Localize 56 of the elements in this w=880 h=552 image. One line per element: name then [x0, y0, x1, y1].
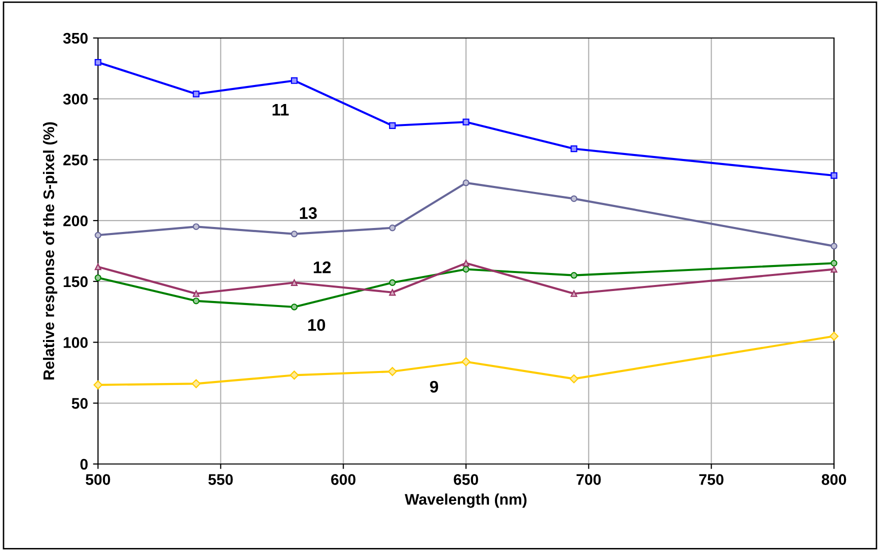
y-tick-label: 200 — [63, 215, 88, 226]
point — [94, 274, 102, 282]
point — [94, 380, 102, 390]
point — [192, 298, 200, 304]
y-axis-title: Relative response of the S-pixel (%) — [42, 122, 58, 380]
point — [290, 279, 298, 286]
point — [830, 266, 838, 273]
y-tick-label: 50 — [72, 398, 88, 409]
x-tick-label: 500 — [86, 474, 110, 485]
point — [389, 289, 396, 296]
y-tick-label: 350 — [63, 32, 88, 44]
y-tick-label: 300 — [63, 94, 88, 105]
point — [388, 367, 397, 376]
point — [462, 180, 470, 186]
series-label: 11 — [272, 104, 289, 116]
x-tick-label: 550 — [208, 474, 233, 485]
point — [94, 232, 102, 239]
point — [389, 122, 396, 129]
x-tick-label: 650 — [454, 474, 478, 485]
point — [830, 242, 838, 250]
x-tick-label: 600 — [331, 474, 356, 485]
point — [570, 195, 578, 202]
point — [94, 59, 102, 66]
point — [462, 118, 470, 126]
point — [290, 77, 298, 84]
point — [830, 332, 838, 341]
y-tick-label: 250 — [63, 154, 88, 166]
point — [569, 374, 578, 384]
point — [462, 357, 470, 366]
point — [290, 370, 299, 380]
point — [389, 279, 396, 286]
x-tick-label: 800 — [822, 474, 846, 485]
point — [290, 230, 298, 238]
y-tick-label: 150 — [64, 276, 88, 288]
x-tick-label: 750 — [699, 474, 724, 485]
point — [192, 90, 200, 98]
series-label: 13 — [300, 207, 317, 220]
point — [192, 223, 200, 230]
point — [462, 260, 470, 267]
point — [570, 145, 578, 152]
point — [389, 224, 396, 232]
point — [192, 290, 200, 297]
point — [462, 266, 470, 273]
y-tick-label: 100 — [64, 337, 88, 348]
x-tick-label: 700 — [576, 474, 601, 485]
point — [290, 304, 298, 310]
x-axis-title: Wavelength (nm) — [404, 494, 526, 508]
point — [570, 272, 578, 279]
point — [830, 172, 838, 179]
series-label: 9 — [430, 380, 438, 393]
y-tick-label: 0 — [80, 458, 88, 470]
point — [570, 290, 578, 297]
series-label: 12 — [314, 261, 331, 274]
series-label: 10 — [308, 319, 326, 331]
point — [192, 379, 201, 388]
point — [830, 260, 838, 267]
